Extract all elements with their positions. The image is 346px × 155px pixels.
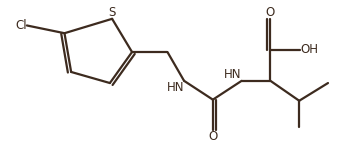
Text: Cl: Cl — [15, 19, 27, 32]
Text: HN: HN — [224, 68, 242, 81]
Text: OH: OH — [300, 43, 318, 56]
Text: S: S — [108, 6, 116, 19]
Text: HN: HN — [166, 81, 184, 94]
Text: O: O — [208, 130, 218, 143]
Text: O: O — [266, 6, 275, 19]
